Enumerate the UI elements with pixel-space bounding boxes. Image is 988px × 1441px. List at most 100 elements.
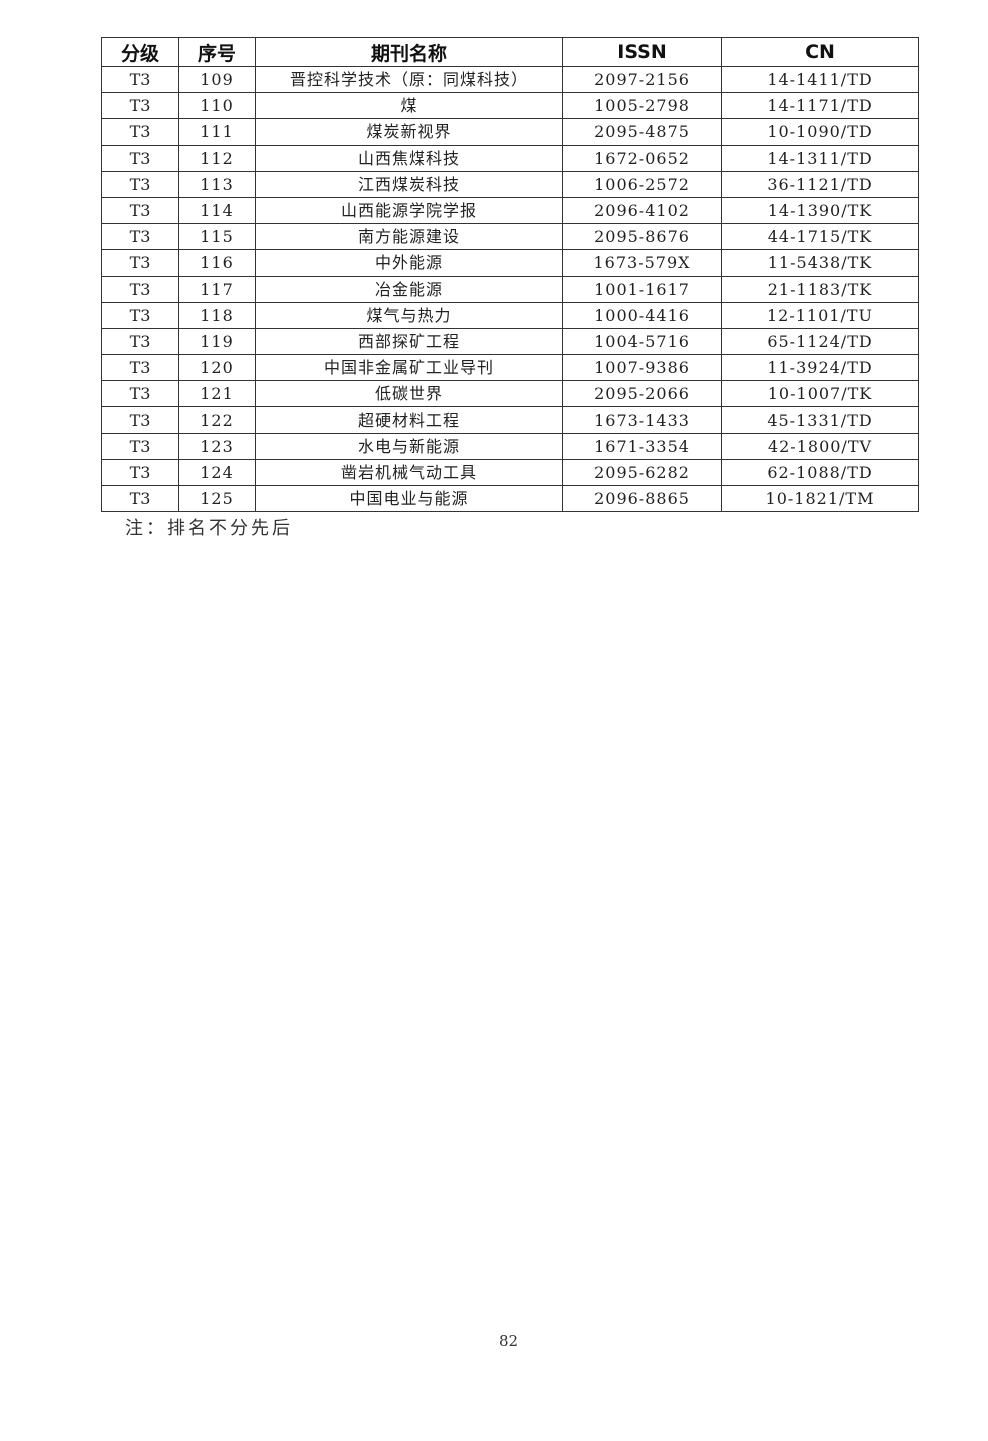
cell-cn: 21-1183/TK	[721, 275, 919, 303]
cell-cn: 44-1715/TK	[721, 223, 919, 251]
cell-number: 112	[178, 144, 256, 172]
cell-journal-name: 中外能源	[255, 249, 563, 277]
table-row: T3 125 中国电业与能源 2096-8865 10-1821/TM	[101, 484, 919, 513]
cell-journal-name: 西部探矿工程	[255, 327, 563, 356]
journal-table: 分级 序号 期刊名称 ISSN CN T3 109 晋控科学技术（原：同煤科技） 20…	[101, 37, 919, 513]
table-row: T3 115 南方能源建设 2095-8676 44-1715/TK	[101, 223, 919, 251]
cell-journal-name: 低碳世界	[255, 380, 563, 408]
table-row: T3 117 冶金能源 1001-1617 21-1183/TK	[101, 275, 919, 303]
cell-level: T3	[101, 301, 179, 329]
cell-level: T3	[101, 196, 179, 225]
header-journal-name: 期刊名称	[255, 37, 563, 67]
table-row: T3 112 山西焦煤科技 1672-0652 14-1311/TD	[101, 144, 919, 172]
cell-issn: 2095-6282	[562, 458, 722, 487]
cell-number: 111	[178, 118, 256, 146]
cell-level: T3	[101, 249, 179, 277]
cell-number: 116	[178, 249, 256, 277]
table-header-row: 分级 序号 期刊名称 ISSN CN	[101, 37, 919, 67]
cell-journal-name: 中国电业与能源	[255, 484, 563, 513]
cell-cn: 42-1800/TV	[721, 432, 919, 460]
cell-journal-name: 中国非金属矿工业导刊	[255, 354, 563, 382]
cell-level: T3	[101, 380, 179, 408]
cell-cn: 12-1101/TU	[721, 301, 919, 329]
cell-issn: 1001-1617	[562, 275, 722, 303]
cell-issn: 1000-4416	[562, 301, 722, 329]
header-cn: CN	[721, 37, 919, 67]
cell-journal-name: 山西能源学院学报	[255, 196, 563, 225]
cell-issn: 2095-8676	[562, 223, 722, 251]
cell-issn: 1673-579X	[562, 249, 722, 277]
cell-number: 122	[178, 406, 256, 434]
cell-number: 117	[178, 275, 256, 303]
cell-number: 118	[178, 301, 256, 329]
cell-cn: 36-1121/TD	[721, 170, 919, 198]
cell-level: T3	[101, 432, 179, 460]
cell-issn: 1672-0652	[562, 144, 722, 172]
cell-issn: 1671-3354	[562, 432, 722, 460]
cell-journal-name: 江西煤炭科技	[255, 170, 563, 198]
cell-number: 110	[178, 92, 256, 120]
cell-number: 123	[178, 432, 256, 460]
table-row: T3 120 中国非金属矿工业导刊 1007-9386 11-3924/TD	[101, 354, 919, 382]
cell-journal-name: 煤炭新视界	[255, 118, 563, 146]
cell-number: 125	[178, 484, 256, 513]
cell-cn: 10-1007/TK	[721, 380, 919, 408]
cell-level: T3	[101, 92, 179, 120]
cell-journal-name: 冶金能源	[255, 275, 563, 303]
header-issn: ISSN	[562, 37, 722, 67]
cell-journal-name: 超硬材料工程	[255, 406, 563, 434]
table-row: T3 123 水电与新能源 1671-3354 42-1800/TV	[101, 432, 919, 460]
cell-level: T3	[101, 144, 179, 172]
cell-journal-name: 煤气与热力	[255, 301, 563, 329]
cell-issn: 2097-2156	[562, 65, 722, 94]
cell-journal-name: 凿岩机械气动工具	[255, 458, 563, 487]
cell-level: T3	[101, 354, 179, 382]
cell-cn: 65-1124/TD	[721, 327, 919, 356]
table-row: T3 114 山西能源学院学报 2096-4102 14-1390/TK	[101, 196, 919, 225]
table-row: T3 113 江西煤炭科技 1006-2572 36-1121/TD	[101, 170, 919, 198]
cell-journal-name: 晋控科学技术（原：同煤科技）	[255, 65, 563, 94]
table-row: T3 122 超硬材料工程 1673-1433 45-1331/TD	[101, 406, 919, 434]
cell-cn: 11-3924/TD	[721, 354, 919, 382]
cell-issn: 1006-2572	[562, 170, 722, 198]
cell-issn: 1005-2798	[562, 92, 722, 120]
cell-number: 113	[178, 170, 256, 198]
cell-cn: 14-1311/TD	[721, 144, 919, 172]
cell-number: 109	[178, 65, 256, 94]
cell-cn: 14-1390/TK	[721, 196, 919, 225]
page-number: 82	[498, 1332, 519, 1350]
cell-level: T3	[101, 170, 179, 198]
cell-level: T3	[101, 223, 179, 251]
table-row: T3 116 中外能源 1673-579X 11-5438/TK	[101, 249, 919, 277]
cell-issn: 1007-9386	[562, 354, 722, 382]
cell-issn: 2095-2066	[562, 380, 722, 408]
cell-level: T3	[101, 406, 179, 434]
cell-issn: 1004-5716	[562, 327, 722, 356]
cell-cn: 10-1090/TD	[721, 118, 919, 146]
table-row: T3 121 低碳世界 2095-2066 10-1007/TK	[101, 380, 919, 408]
table-row: T3 124 凿岩机械气动工具 2095-6282 62-1088/TD	[101, 458, 919, 487]
cell-level: T3	[101, 118, 179, 146]
header-number: 序号	[178, 37, 256, 67]
cell-level: T3	[101, 327, 179, 356]
cell-level: T3	[101, 484, 179, 513]
cell-journal-name: 山西焦煤科技	[255, 144, 563, 172]
table-row: T3 118 煤气与热力 1000-4416 12-1101/TU	[101, 301, 919, 329]
cell-cn: 10-1821/TM	[721, 484, 919, 513]
cell-issn: 2096-8865	[562, 484, 722, 513]
cell-issn: 1673-1433	[562, 406, 722, 434]
cell-cn: 45-1331/TD	[721, 406, 919, 434]
cell-journal-name: 水电与新能源	[255, 432, 563, 460]
cell-number: 119	[178, 327, 256, 356]
cell-issn: 2095-4875	[562, 118, 722, 146]
cell-cn: 11-5438/TK	[721, 249, 919, 277]
cell-level: T3	[101, 275, 179, 303]
header-level: 分级	[101, 37, 179, 67]
cell-number: 121	[178, 380, 256, 408]
cell-issn: 2096-4102	[562, 196, 722, 225]
table-row: T3 109 晋控科学技术（原：同煤科技） 2097-2156 14-1411/TD	[101, 65, 919, 94]
cell-level: T3	[101, 65, 179, 94]
cell-journal-name: 南方能源建设	[255, 223, 563, 251]
cell-cn: 14-1171/TD	[721, 92, 919, 120]
table-row: T3 119 西部探矿工程 1004-5716 65-1124/TD	[101, 327, 919, 356]
